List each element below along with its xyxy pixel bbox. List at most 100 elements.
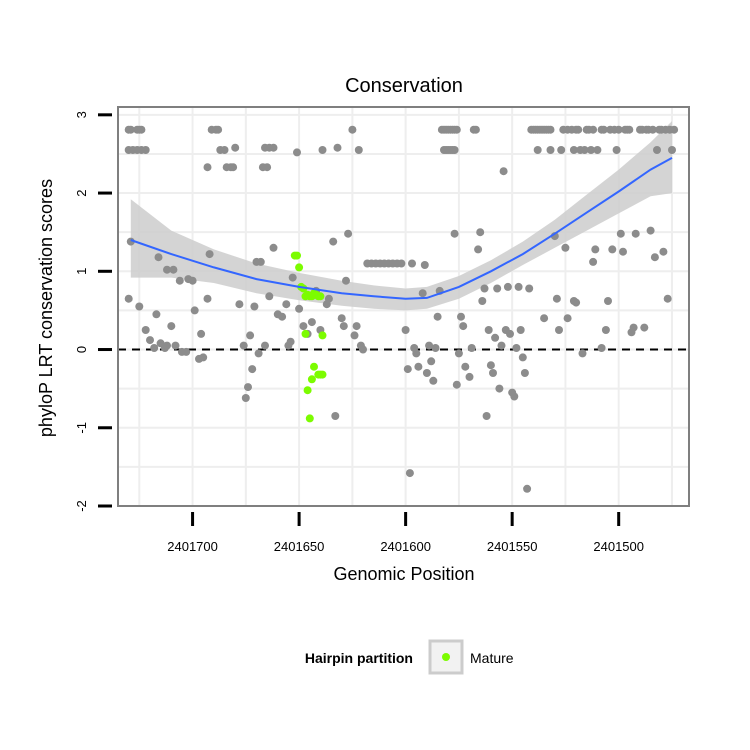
point-mature — [305, 414, 314, 423]
point-gray — [474, 245, 483, 254]
point-gray — [663, 294, 672, 303]
y-tick-label: 1 — [74, 268, 89, 275]
point-gray — [506, 329, 514, 338]
point-mature — [293, 251, 301, 260]
y-tick-label: -2 — [74, 500, 89, 512]
point-gray — [489, 369, 497, 377]
point-gray — [670, 125, 679, 134]
point-gray — [124, 294, 133, 303]
point-gray — [269, 143, 278, 152]
point-gray — [646, 226, 655, 235]
point-gray — [418, 289, 427, 298]
point-gray — [135, 302, 144, 311]
point-gray — [405, 469, 414, 478]
point-gray — [299, 322, 308, 331]
point-gray — [450, 146, 459, 154]
point-gray — [295, 304, 304, 313]
y-axis-label: phyloP LRT conservation scores — [36, 179, 56, 437]
point-gray — [650, 253, 659, 262]
point-gray — [414, 362, 423, 371]
point-mature — [318, 331, 327, 340]
point-gray — [608, 245, 617, 254]
point-gray — [286, 337, 295, 346]
point-gray — [587, 146, 595, 154]
point-gray — [344, 229, 353, 238]
point-gray — [640, 323, 649, 332]
point-gray — [486, 361, 495, 370]
point-mature — [301, 329, 310, 338]
point-gray — [516, 326, 525, 334]
point-gray — [452, 380, 461, 389]
point-gray — [197, 329, 206, 338]
point-gray — [403, 365, 412, 374]
point-gray — [261, 341, 269, 350]
point-gray — [352, 322, 361, 331]
point-gray — [659, 247, 668, 256]
point-gray — [188, 276, 197, 285]
point-gray — [604, 297, 612, 305]
point-gray — [229, 163, 238, 172]
point-gray — [482, 412, 491, 420]
point-mature — [307, 375, 316, 384]
point-gray — [126, 237, 135, 246]
point-gray — [348, 125, 357, 134]
point-gray — [555, 326, 563, 334]
point-gray — [518, 353, 527, 362]
point-gray — [514, 282, 523, 291]
point-gray — [246, 331, 255, 340]
x-axis: 2401700 2401650 2401600 2401550 2401500 — [167, 512, 644, 554]
point-gray — [599, 125, 608, 134]
point-gray — [619, 247, 627, 256]
point-gray — [350, 331, 359, 340]
point-gray — [648, 125, 657, 134]
point-gray — [593, 146, 602, 154]
x-tick-label: 2401700 — [167, 539, 218, 554]
x-tick-label: 2401650 — [274, 539, 325, 554]
point-gray — [359, 345, 367, 354]
point-gray — [175, 276, 184, 285]
point-gray — [169, 265, 178, 274]
point-gray — [459, 322, 468, 331]
point-gray — [450, 229, 459, 238]
point-gray — [471, 125, 480, 134]
point-mature — [316, 292, 325, 301]
point-gray — [354, 146, 363, 154]
point-gray — [629, 323, 638, 332]
point-gray — [589, 257, 598, 266]
point-gray — [574, 125, 583, 134]
point-gray — [625, 125, 634, 134]
point-gray — [452, 125, 461, 134]
point-gray — [614, 125, 623, 134]
point-gray — [478, 297, 487, 305]
point-gray — [591, 245, 600, 254]
confidence-band — [130, 121, 673, 311]
point-gray — [546, 125, 555, 134]
point-gray — [171, 341, 180, 350]
point-gray — [412, 349, 421, 358]
point-gray — [141, 326, 150, 334]
point-gray — [182, 347, 191, 356]
point-gray — [214, 125, 223, 134]
point-gray — [248, 365, 257, 374]
point-gray — [499, 167, 508, 176]
y-tick-label: 2 — [74, 189, 89, 196]
chart-title: Conservation — [345, 75, 463, 97]
plot-area — [117, 106, 690, 507]
point-gray — [235, 300, 244, 309]
point-gray — [256, 257, 265, 266]
point-gray — [408, 259, 416, 268]
legend-dot-mature — [442, 653, 450, 661]
point-gray — [163, 341, 171, 350]
point-gray — [552, 294, 561, 303]
point-gray — [616, 229, 625, 238]
point-gray — [523, 484, 532, 493]
point-gray — [597, 344, 606, 352]
point-gray — [146, 336, 154, 345]
point-gray — [569, 146, 578, 154]
point-gray — [601, 326, 610, 334]
point-gray — [324, 294, 333, 303]
point-gray — [282, 300, 291, 309]
point-gray — [241, 394, 250, 402]
point-gray — [512, 344, 521, 352]
legend-title: Hairpin partition — [305, 650, 413, 666]
